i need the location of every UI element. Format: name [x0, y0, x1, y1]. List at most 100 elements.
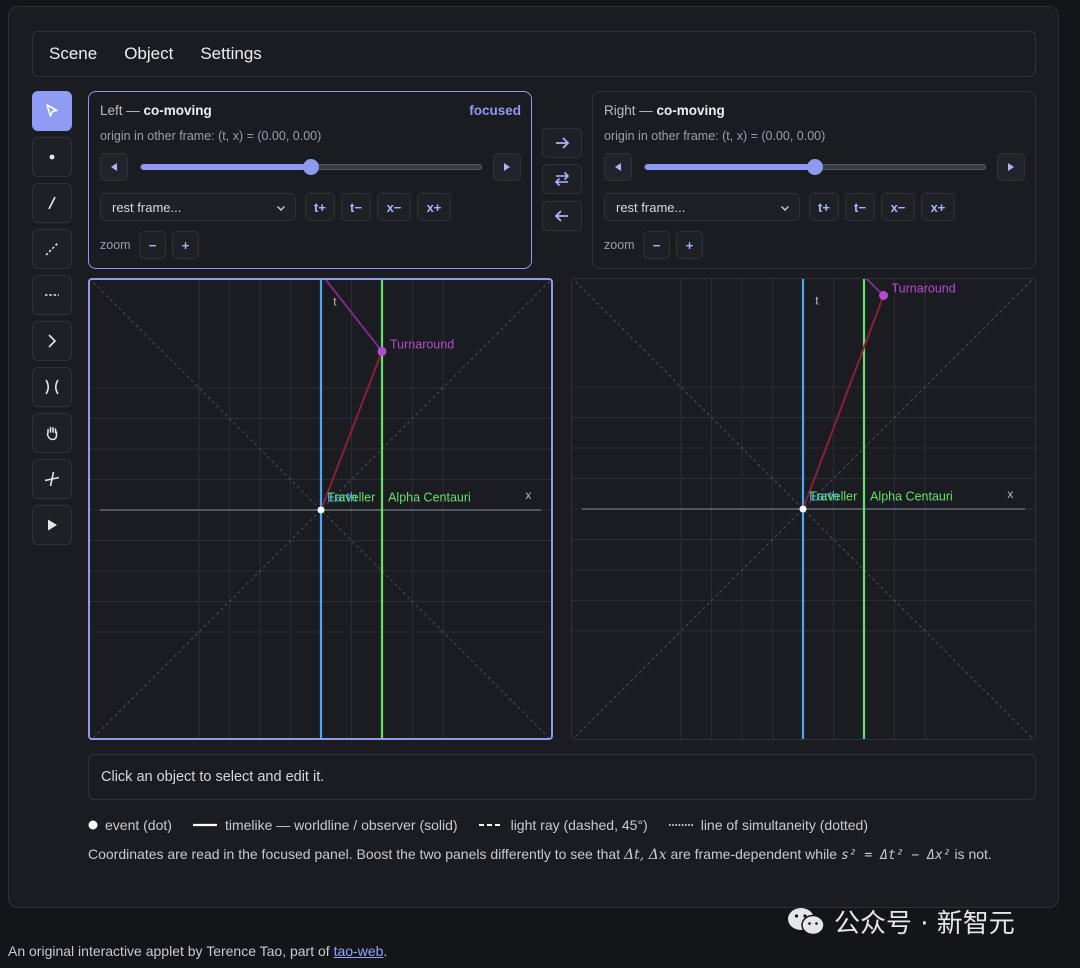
traveller-return-worldline [324, 280, 383, 353]
watermark-text: 公众号 · 新智元 [834, 909, 1015, 939]
right-x-plus-button[interactable]: x+ [921, 193, 955, 221]
right-boost-decrease-button[interactable] [604, 153, 632, 181]
tool-event[interactable] [32, 137, 72, 177]
dotted-line-icon [668, 824, 693, 826]
menu-settings[interactable]: Settings [200, 44, 262, 63]
copy-left-to-right-button[interactable] [542, 128, 582, 158]
tool-play[interactable] [32, 505, 72, 545]
traveller-label: Traveller [327, 490, 375, 504]
tool-hyperbola[interactable] [32, 367, 72, 407]
right-panel-side: Right [604, 103, 636, 118]
left-t-minus-button[interactable]: t− [341, 193, 371, 221]
explain-dt-dx: Δt, Δx [623, 847, 667, 863]
focused-badge: focused [469, 103, 521, 118]
right-spacetime-canvas[interactable]: x t Turnaround Earth Traveller Alpha Centauri [571, 278, 1036, 740]
tool-palette [32, 91, 74, 551]
legend-simultaneity: line of simultaneity (dotted) [668, 817, 868, 833]
tool-worldline[interactable] [32, 183, 72, 223]
right-select-value: rest frame... [616, 199, 686, 215]
wechat-watermark: 公众号 · 新智元 [786, 903, 1015, 940]
right-frame-panel: Right — co-moving origin in other frame:… [592, 91, 1036, 269]
right-origin-readout: origin in other frame: (t, x) = (0.00, 0… [604, 129, 826, 143]
hyperbola-icon [45, 379, 59, 395]
right-zoom-in-button[interactable]: + [676, 231, 703, 259]
t-axis-label: t [333, 295, 337, 309]
chevron-down-icon [277, 206, 285, 211]
left-panel-side: Left [100, 103, 123, 118]
swap-frames-button[interactable] [542, 164, 582, 194]
arrow-right-icon [556, 137, 570, 149]
left-spacetime-canvas[interactable]: x t Turnaround Earth Traveller Alpha Centauri [88, 278, 553, 740]
origin-event [799, 505, 807, 513]
tool-axes[interactable] [32, 459, 72, 499]
right-t-plus-button[interactable]: t+ [809, 193, 839, 221]
triangle-left-icon [615, 163, 621, 171]
legend: event (dot) timelike — worldline / obser… [88, 817, 888, 833]
earth-label: Earth [327, 490, 357, 504]
right-boost-slider[interactable] [644, 153, 986, 181]
menu-scene[interactable]: Scene [49, 44, 98, 63]
credit-after: . [383, 943, 388, 959]
right-t-minus-button[interactable]: t− [845, 193, 875, 221]
copy-right-to-left-button[interactable] [542, 201, 582, 231]
left-zoom-in-button[interactable]: + [172, 231, 199, 259]
left-panel-title: Left — co-moving [100, 103, 212, 118]
x-axis-label: x [1007, 487, 1013, 501]
left-origin-readout: origin in other frame: (t, x) = (0.00, 0… [100, 129, 322, 143]
left-boost-slider[interactable] [140, 153, 482, 181]
left-boost-decrease-button[interactable] [100, 153, 128, 181]
explain-before: Coordinates are read in the focused pane… [88, 846, 621, 862]
left-t-plus-button[interactable]: t+ [305, 193, 335, 221]
tool-light-ray[interactable] [32, 229, 72, 269]
chevron-down-icon [781, 206, 789, 211]
turnaround-event [879, 291, 889, 300]
origin-event [317, 506, 325, 514]
turnaround-label: Turnaround [390, 337, 454, 351]
credit-line: An original interactive applet by Terenc… [8, 943, 387, 959]
status-message: Click an object to select and edit it. [88, 754, 1036, 800]
right-slider-fill [645, 164, 815, 170]
tool-select[interactable] [32, 91, 72, 131]
dot-icon [49, 154, 55, 160]
left-frame-select[interactable]: rest frame... [100, 193, 296, 221]
right-boost-increase-button[interactable] [997, 153, 1025, 181]
left-panel-frame: co-moving [143, 103, 212, 118]
left-zoom-out-button[interactable]: − [139, 231, 166, 259]
tool-simultaneity[interactable] [32, 275, 72, 315]
legend-light-text: light ray (dashed, 45°) [510, 817, 648, 833]
left-x-minus-button[interactable]: x− [377, 193, 411, 221]
left-x-plus-button[interactable]: x+ [417, 193, 451, 221]
explain-after: is not. [954, 846, 992, 862]
tool-pan[interactable] [32, 413, 72, 453]
menu-object[interactable]: Object [124, 44, 174, 63]
menu-bar: Scene Object Settings [32, 31, 1036, 77]
dashed-diagonal-icon [45, 242, 59, 256]
left-slider-thumb[interactable] [303, 159, 319, 175]
tool-cone[interactable] [32, 321, 72, 361]
alpha-centauri-label: Alpha Centauri [870, 489, 953, 503]
swap-arrows-icon [554, 171, 570, 187]
triangle-right-icon [1008, 163, 1014, 171]
light-ray-future-right [92, 280, 551, 738]
left-boost-increase-button[interactable] [493, 153, 521, 181]
legend-simultaneity-text: line of simultaneity (dotted) [700, 817, 869, 833]
credit-before: An original interactive applet by Terenc… [8, 943, 330, 959]
chevron-right-icon [48, 334, 57, 348]
right-x-minus-button[interactable]: x− [881, 193, 915, 221]
right-zoom-out-button[interactable]: − [643, 231, 670, 259]
right-frame-select[interactable]: rest frame... [604, 193, 800, 221]
right-slider-track [644, 159, 986, 175]
light-ray-future-left [572, 279, 1034, 739]
arrow-left-icon [554, 210, 568, 222]
triangle-right-icon [504, 163, 510, 171]
explanation-text: Coordinates are read in the focused pane… [88, 843, 1040, 867]
right-panel-title: Right — co-moving [604, 103, 725, 118]
right-zoom-label: zoom [604, 238, 635, 252]
left-frame-panel: Left — co-moving focused origin in other… [88, 91, 532, 269]
solid-line-icon [192, 823, 217, 827]
right-slider-thumb[interactable] [807, 159, 823, 175]
tao-web-link[interactable]: tao-web [333, 943, 384, 959]
dashed-line-icon [478, 824, 503, 826]
